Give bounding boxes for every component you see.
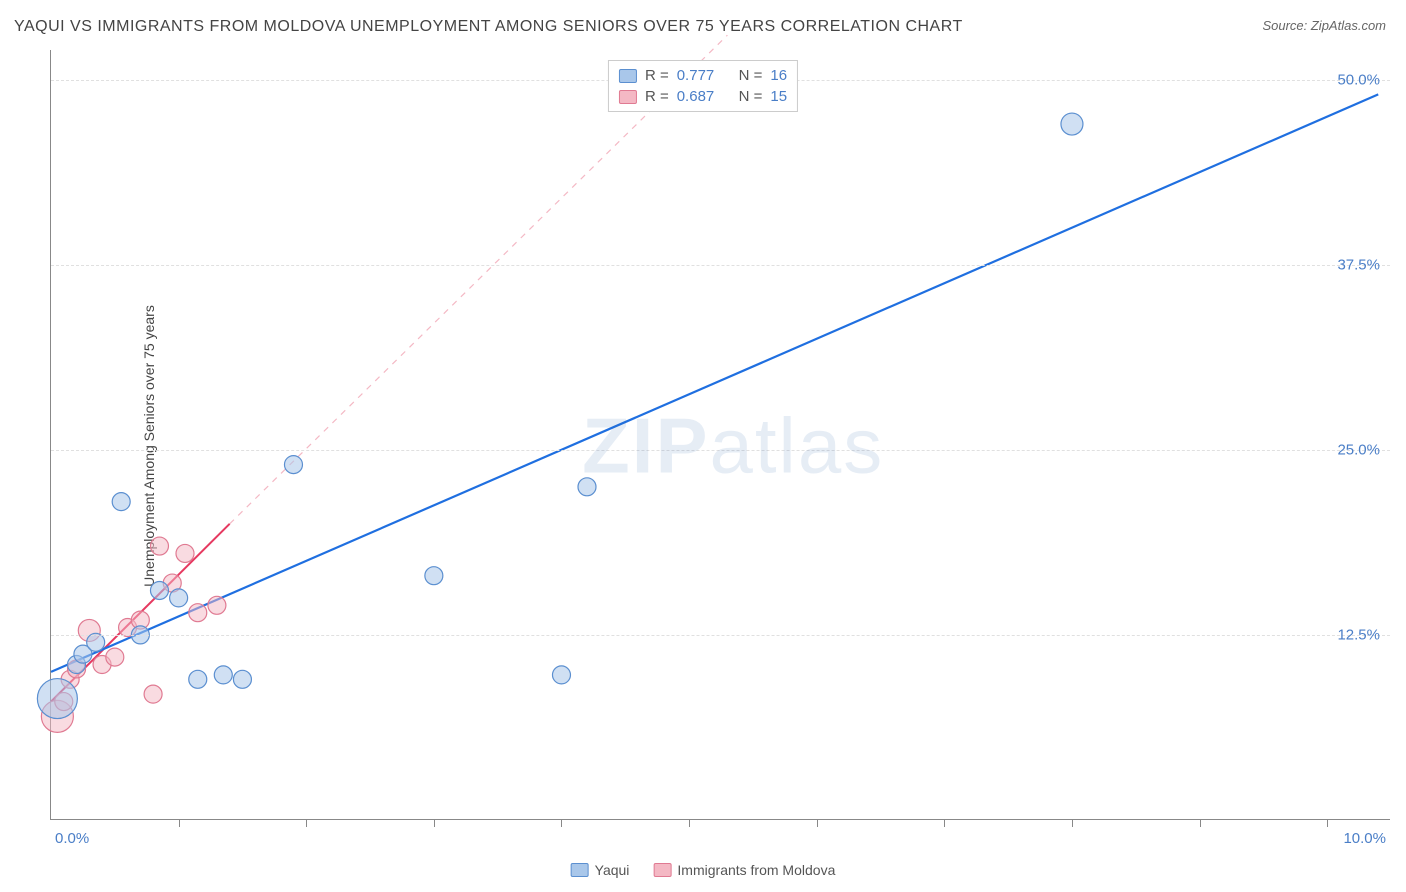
x-tick (1327, 819, 1328, 827)
x-tick-label: 10.0% (1343, 830, 1386, 847)
legend-swatch (619, 69, 637, 83)
x-tick (434, 819, 435, 827)
x-tick (306, 819, 307, 827)
legend-swatch (571, 863, 589, 877)
y-tick-label: 37.5% (1337, 256, 1380, 273)
grid-line (51, 450, 1390, 451)
series-legend: Yaqui Immigrants from Moldova (571, 862, 836, 878)
y-tick-label: 25.0% (1337, 441, 1380, 458)
grid-line (51, 635, 1390, 636)
plot-area: 12.5%25.0%37.5%50.0%0.0%10.0% (50, 50, 1390, 820)
x-tick (179, 819, 180, 827)
y-tick-label: 12.5% (1337, 626, 1380, 643)
x-tick (689, 819, 690, 827)
grid-line (51, 265, 1390, 266)
x-tick-label: 0.0% (55, 830, 89, 847)
legend-item: Yaqui (571, 862, 630, 878)
stats-legend-row: R =0.687 N =15 (619, 86, 787, 107)
x-tick (561, 819, 562, 827)
legend-item: Immigrants from Moldova (653, 862, 835, 878)
chart-title: YAQUI VS IMMIGRANTS FROM MOLDOVA UNEMPLO… (14, 18, 963, 36)
legend-swatch (653, 863, 671, 877)
legend-label: Yaqui (595, 862, 630, 878)
x-tick (1200, 819, 1201, 827)
y-tick-label: 50.0% (1337, 71, 1380, 88)
legend-swatch (619, 90, 637, 104)
stats-legend-row: R =0.777 N =16 (619, 65, 787, 86)
stats-legend: R =0.777 N =16R =0.687 N =15 (608, 60, 798, 112)
x-tick (944, 819, 945, 827)
source-attribution: Source: ZipAtlas.com (1262, 18, 1386, 33)
legend-label: Immigrants from Moldova (677, 862, 835, 878)
x-tick (1072, 819, 1073, 827)
chart-svg (51, 50, 1390, 819)
x-tick (817, 819, 818, 827)
